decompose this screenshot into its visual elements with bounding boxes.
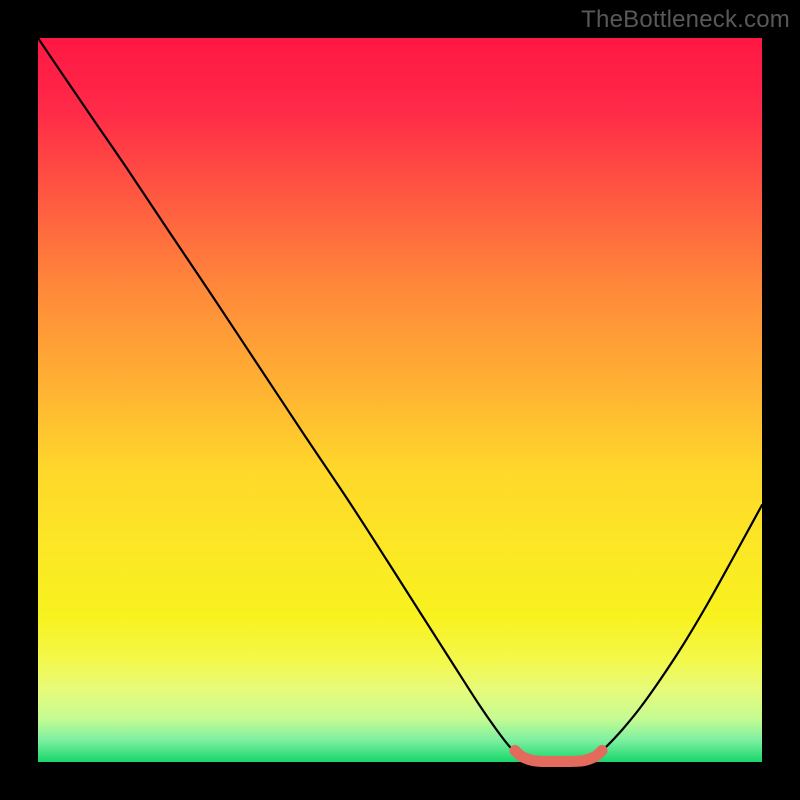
watermark-text: TheBottleneck.com bbox=[581, 6, 790, 34]
optimal-range-marker bbox=[38, 38, 762, 762]
